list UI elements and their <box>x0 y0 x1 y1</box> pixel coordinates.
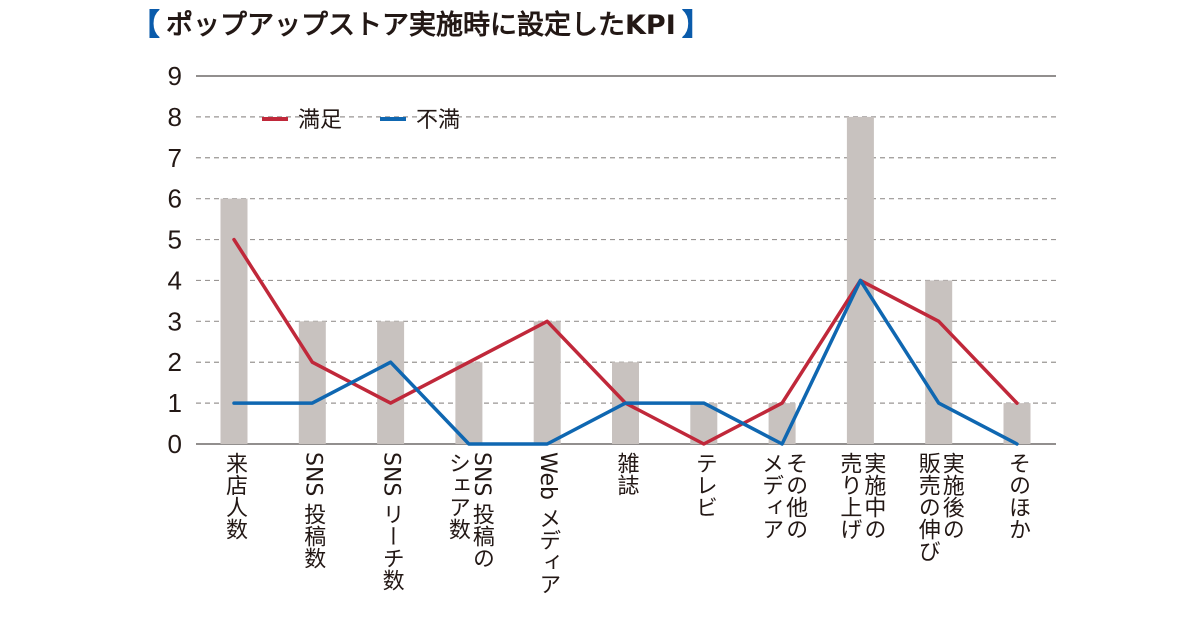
y-tick-label: 0 <box>168 429 182 459</box>
bar <box>1003 403 1031 444</box>
y-tick-label: 9 <box>168 61 182 91</box>
x-tick-label: 来店人数 <box>222 452 247 540</box>
y-tick-label: 7 <box>168 143 182 173</box>
bar <box>377 321 405 444</box>
title-bracket-close: 】 <box>681 8 712 43</box>
x-tick-label: 雑誌 <box>613 452 639 496</box>
y-tick-label: 4 <box>168 265 182 295</box>
bar <box>533 321 561 444</box>
x-tick-label: テレビ <box>691 452 717 518</box>
x-tick-label: 実施後の 販売の伸び <box>914 452 964 562</box>
y-tick-label: 5 <box>168 225 182 255</box>
legend-label: 不満 <box>416 108 460 133</box>
y-tick-label: 2 <box>168 347 182 377</box>
chart-title: ポップアップストア実施時に設定したKPI <box>166 10 676 41</box>
legend-label: 満足 <box>298 108 342 133</box>
x-tick-label: SNS 投稿数 <box>300 452 326 570</box>
chart-title-row: 【 ポップアップストア実施時に設定したKPI 】 <box>130 6 712 46</box>
bar <box>220 198 248 444</box>
bar <box>455 362 483 444</box>
x-tick-label: SNS リーチ数 <box>378 452 404 592</box>
x-tick-label: 実施中の 売り上げ <box>836 452 886 540</box>
bar <box>925 280 953 444</box>
y-tick-label: 8 <box>168 102 182 132</box>
y-tick-label: 6 <box>168 184 182 214</box>
title-bracket-open: 【 <box>130 8 160 43</box>
series-line-1 <box>232 278 1019 446</box>
x-tick-label: SNS 投稿の シェア数 <box>444 452 494 570</box>
x-tick-label: その他の メディア <box>758 452 808 540</box>
x-tick-label: そのほか <box>1005 452 1030 540</box>
x-tick-label: Web メディア <box>535 452 561 595</box>
y-tick-label: 1 <box>168 388 182 418</box>
bar <box>298 321 326 444</box>
y-tick-label: 3 <box>168 306 182 336</box>
bar <box>690 403 718 444</box>
